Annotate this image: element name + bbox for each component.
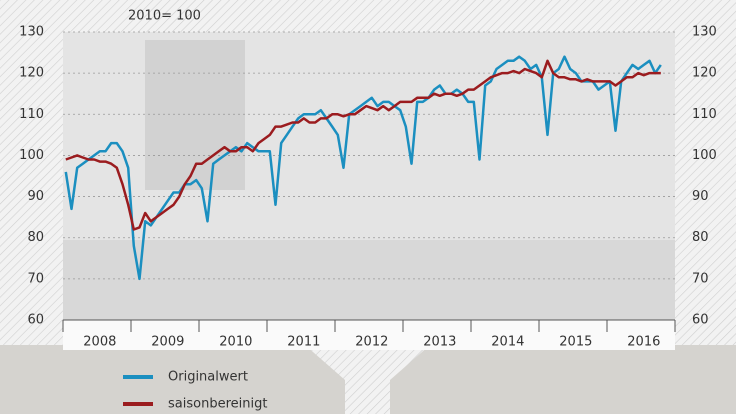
y-tick-label-right: 70	[692, 271, 709, 286]
y-tick-label-right: 130	[692, 25, 717, 40]
y-tick-label-right: 100	[692, 148, 717, 163]
y-tick-label: 70	[27, 271, 44, 286]
x-tick-label: 2015	[559, 335, 592, 350]
line-series	[65, 59, 661, 231]
y-tick-label: 110	[19, 107, 44, 122]
plot: 60 60 70 70 80 80 90 90 100 100 110 110 120 120 130 130…	[19, 25, 717, 350]
legend-label: Originalwert	[168, 370, 248, 385]
y-tick-label-right: 110	[692, 107, 717, 122]
y-tick-label-right: 120	[692, 66, 717, 81]
x-tick-label: 2010	[219, 335, 252, 350]
x-tick-label: 2014	[491, 335, 524, 350]
photo-containers	[63, 240, 675, 320]
x-tick-label: 2009	[151, 335, 184, 350]
bottom-panel	[0, 345, 345, 414]
x-axis-band	[63, 320, 675, 350]
x-tick-label: 2008	[83, 335, 116, 350]
legend-label: saisonbereinigt	[168, 397, 267, 412]
y-tick-label: 90	[27, 189, 44, 204]
y-tick-label-right: 90	[692, 189, 709, 204]
y-tick-label-right: 80	[692, 230, 709, 245]
y-tick-label: 120	[19, 66, 44, 81]
y-tick-label: 80	[27, 230, 44, 245]
x-tick-label: 2011	[287, 335, 320, 350]
subtitle: 2010= 100	[128, 9, 201, 24]
x-tick-label: 2012	[355, 335, 388, 350]
x-tick-label: 2016	[627, 335, 660, 350]
y-tick-label: 130	[19, 25, 44, 40]
bottom-panel	[390, 345, 736, 414]
y-tick-label: 100	[19, 148, 44, 163]
y-tick-label-right: 60	[692, 313, 709, 328]
line-series	[64, 55, 662, 281]
y-tick-label: 60	[27, 313, 44, 328]
x-tick-label: 2013	[423, 335, 456, 350]
